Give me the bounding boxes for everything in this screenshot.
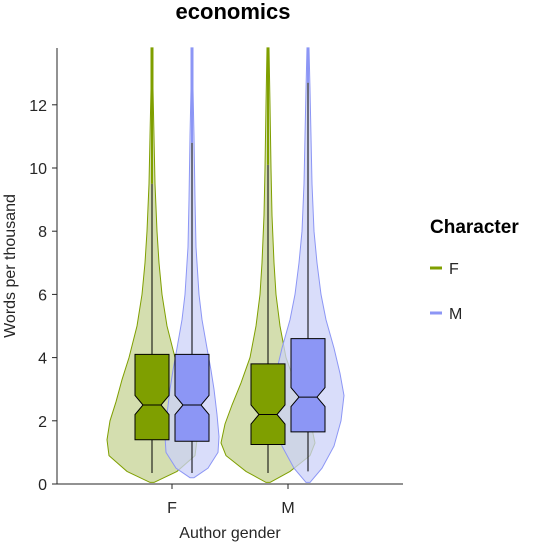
box-F-F [134,353,170,441]
box-M-F [174,353,210,442]
box-F-M [250,363,286,445]
y-axis-ticks: 0 2 4 6 8 10 12 [29,98,57,494]
y-tick-label-4: 4 [38,351,47,368]
x-tick-label-M: M [281,500,294,517]
y-tick-label-10: 10 [29,161,47,178]
y-tick-label-2: 2 [38,414,47,431]
legend-title: Character [430,217,519,238]
y-tick-label-0: 0 [38,477,47,494]
x-axis-title: Author gender [179,525,281,542]
y-axis-title: Words per thousand [2,194,19,338]
boxplot-layer [134,47,326,473]
legend-label-M: M [449,306,462,323]
legend: FM [430,261,462,323]
box-M-M [290,338,326,433]
x-tick-label-F: F [167,500,177,517]
y-tick-label-6: 6 [38,287,47,304]
legend-label-F: F [449,261,459,278]
y-tick-label-12: 12 [29,98,47,115]
chart-title: economics [176,0,291,24]
y-tick-label-8: 8 [38,224,47,241]
